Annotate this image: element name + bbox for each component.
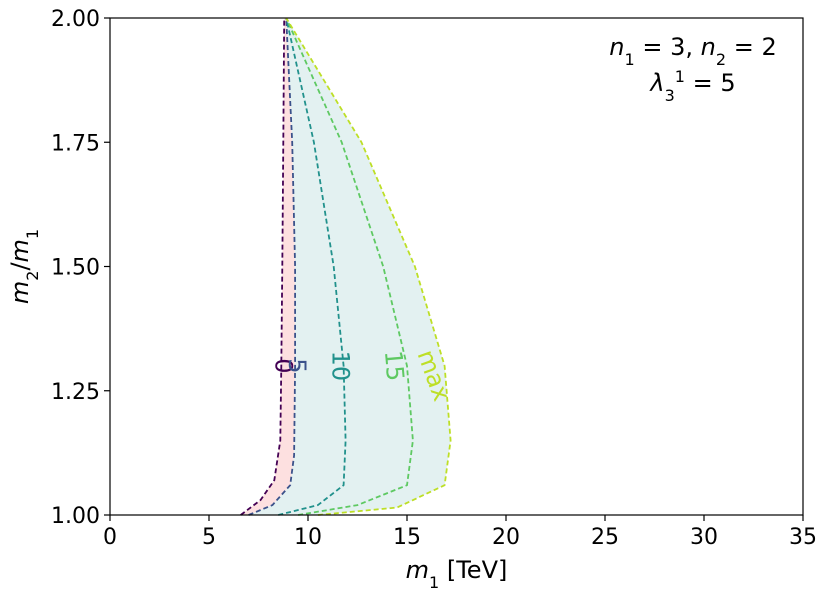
x-tick-label: 30 (690, 525, 718, 550)
x-tick-label: 20 (492, 525, 520, 550)
x-tick-label: 35 (789, 525, 817, 550)
y-axis-ticks: 1.00 1.25 1.50 1.75 2.00 (51, 7, 110, 529)
y-axis-label: m2/m1 (6, 229, 42, 304)
x-tick-label: 15 (393, 525, 421, 550)
contour-line-10 (278, 17, 347, 516)
y-tick-label: 1.25 (51, 380, 100, 405)
x-tick-label: 5 (202, 525, 216, 550)
x-axis-ticks: 0 5 10 15 20 25 30 35 (103, 515, 817, 550)
contour-lines (240, 17, 452, 516)
y-tick-label: 1.50 (51, 256, 100, 281)
contour-label-10: 10 (327, 351, 355, 382)
y-tick-label: 1.00 (51, 504, 100, 529)
filled-regions (240, 18, 451, 515)
annotation-line-2: λ31 = 5 (648, 67, 735, 105)
x-axis-label: m1 [TeV] (406, 556, 508, 591)
contour-label-0: 0 (269, 358, 297, 373)
annotation-line-1: n1 = 3, n2 = 2 (609, 33, 776, 69)
region-0-5 (240, 18, 296, 515)
contour-label-5: 5 (283, 358, 311, 373)
contour-line-0 (240, 17, 286, 516)
contour-line-max (285, 17, 452, 516)
y-tick-label: 1.75 (51, 131, 100, 156)
contour-line-15 (285, 17, 414, 516)
x-tick-label: 25 (591, 525, 619, 550)
region-5-max (248, 18, 451, 515)
y-tick-label: 2.00 (51, 7, 100, 32)
contour-label-15: 15 (379, 349, 410, 382)
x-tick-label: 0 (103, 525, 117, 550)
x-tick-label: 10 (294, 525, 322, 550)
